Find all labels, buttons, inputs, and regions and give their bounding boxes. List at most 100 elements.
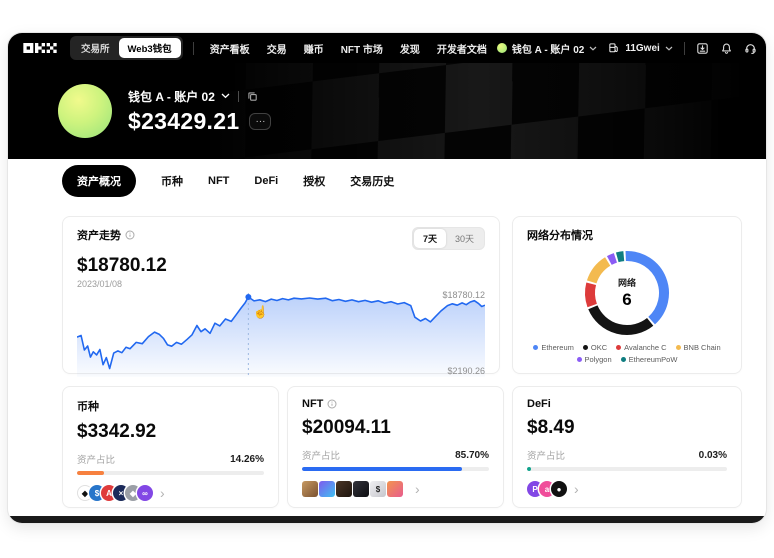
- coins-card-value: $3342.92: [77, 421, 157, 442]
- progress-bar: [302, 467, 489, 471]
- nft-thumbnail: [336, 481, 352, 497]
- wallet-avatar-large: [58, 84, 112, 138]
- y-min-label: $2190.26: [447, 366, 485, 376]
- donut-center-label: 网络: [617, 278, 636, 288]
- toggle-web3-wallet[interactable]: Web3钱包: [118, 38, 181, 58]
- copy-icon: [248, 91, 257, 101]
- legend-item-ethereum: Ethereum: [533, 343, 574, 352]
- progress-bar-fill: [77, 471, 104, 475]
- top-navbar: 交易所 Web3钱包 资产看板 交易 赚币 NFT 市场 发现 开发者文档 钱包…: [8, 33, 766, 63]
- tab-asset-overview[interactable]: 资产概况: [62, 165, 136, 197]
- wallet-avatar-small: [496, 43, 507, 53]
- cursor-hand-icon: ☝: [253, 304, 268, 319]
- trend-chart[interactable]: ☝ $18780.12 $2190.26: [77, 290, 485, 377]
- legend-dot: [616, 345, 622, 350]
- info-icon[interactable]: [327, 399, 337, 409]
- polygon-coin-icon: ∞: [137, 485, 153, 501]
- legend-item-avalanche-c: Avalanche C: [616, 343, 667, 352]
- trend-title: 资产走势: [77, 230, 121, 242]
- legend-item-okc: OKC: [582, 343, 607, 352]
- main-content: 资产走势 7天 30天 $18780.12 2023/01/08: [8, 203, 766, 508]
- progress-bar-fill: [302, 467, 463, 471]
- network-legend: Ethereum OKC Avalanche C BNB Chain Polygon Et…: [527, 343, 727, 364]
- info-icon[interactable]: [125, 230, 135, 240]
- nft-thumbnails: $: [302, 481, 404, 497]
- gas-pump-icon: [609, 43, 619, 53]
- trend-value: $18780.12: [77, 255, 167, 276]
- defi-icon-black: ●: [551, 481, 567, 497]
- y-max-label: $18780.12: [442, 290, 485, 300]
- nav-link-nft-market[interactable]: NFT 市场: [340, 44, 383, 56]
- tab-nft[interactable]: NFT: [208, 175, 230, 187]
- range-30d-button[interactable]: 30天: [446, 229, 483, 248]
- wallet-selector[interactable]: 钱包 A - 账户 02: [496, 41, 597, 56]
- progress-bar-fill: [527, 467, 531, 471]
- bell-icon: [721, 43, 731, 54]
- nav-link-developer-docs[interactable]: 开发者文档: [436, 44, 487, 56]
- legend-item-bnb-chain: BNB Chain: [675, 343, 721, 352]
- expand-chevron[interactable]: [415, 482, 420, 496]
- app-window: 交易所 Web3钱包 资产看板 交易 赚币 NFT 市场 发现 开发者文档 钱包…: [8, 33, 766, 523]
- nft-thumbnail: [353, 481, 369, 497]
- navbar-right: 钱包 A - 账户 02 11Gwei: [496, 41, 766, 56]
- coins-summary-card: 币种 $3342.92 资产占比 14.26% ◆ $ A × ◆ ∞: [62, 386, 279, 508]
- coins-card-title: 币种: [77, 401, 99, 413]
- nav-link-discover[interactable]: 发现: [399, 44, 420, 56]
- notifications-button[interactable]: [720, 42, 733, 55]
- tab-authorizations[interactable]: 授权: [303, 173, 325, 189]
- tab-history[interactable]: 交易历史: [350, 173, 394, 189]
- ratio-percent: 0.03%: [698, 449, 727, 461]
- trend-chart-svg: ☝: [77, 293, 485, 377]
- nft-card-title: NFT: [302, 398, 324, 410]
- nft-thumbnail: [302, 481, 318, 497]
- nft-card-value: $20094.11: [302, 417, 391, 438]
- okx-logo[interactable]: [22, 43, 58, 53]
- copy-address-button[interactable]: [247, 91, 258, 102]
- support-button[interactable]: [744, 42, 757, 55]
- expand-chevron[interactable]: [160, 486, 165, 500]
- ratio-label: 资产占比: [527, 451, 566, 462]
- range-7d-button[interactable]: 7天: [413, 229, 446, 248]
- nav-links: 资产看板 交易 赚币 NFT 市场 发现 开发者文档: [210, 41, 487, 56]
- ratio-label: 资产占比: [77, 455, 116, 466]
- defi-card-value: $8.49: [527, 417, 575, 438]
- tab-bar: 资产概况 币种 NFT DeFi 授权 交易历史: [8, 159, 766, 203]
- more-button[interactable]: ···: [249, 112, 272, 130]
- network-distribution-card: 网络分布情况 网络 6 Ethereum OKC Avalanche C BNB Ch…: [512, 216, 742, 374]
- tab-defi[interactable]: DeFi: [254, 175, 279, 187]
- download-app-button[interactable]: [696, 42, 709, 55]
- chevron-down-icon: [589, 46, 597, 51]
- okx-logo-icon: [23, 43, 57, 53]
- range-toggle: 7天 30天: [411, 227, 485, 250]
- donut-center-value: 6: [622, 290, 632, 309]
- asset-trend-card: 资产走势 7天 30天 $18780.12 2023/01/08: [62, 216, 500, 377]
- nav-link-trade[interactable]: 交易: [266, 44, 287, 56]
- gas-price-label: 11Gwei: [625, 42, 660, 54]
- wallet-name: 钱包 A - 账户 02: [128, 89, 215, 104]
- toggle-exchange[interactable]: 交易所: [72, 38, 119, 58]
- tab-coins[interactable]: 币种: [161, 173, 183, 189]
- legend-item-polygon: Polygon: [576, 355, 612, 364]
- legend-dot: [675, 345, 681, 350]
- download-icon: [697, 42, 708, 54]
- divider: [237, 90, 239, 102]
- gas-indicator[interactable]: 11Gwei: [608, 42, 673, 54]
- network-donut-chart[interactable]: 网络 6: [583, 249, 671, 337]
- donut-center: 网络 6: [583, 249, 671, 337]
- legend-dot: [582, 345, 588, 350]
- coin-icons: ◆ $ A × ◆ ∞: [77, 485, 153, 501]
- legend-item-ethereumpow: EthereumPoW: [620, 355, 677, 364]
- nav-link-earn[interactable]: 赚币: [303, 44, 324, 56]
- wallet-name-dropdown[interactable]: 钱包 A - 账户 02: [128, 88, 230, 105]
- chevron-down-icon: [221, 93, 230, 99]
- trend-date: 2023/01/08: [77, 279, 123, 289]
- ratio-label: 资产占比: [302, 451, 341, 462]
- expand-chevron[interactable]: [574, 482, 579, 496]
- nft-thumbnail: [387, 481, 403, 497]
- nav-link-asset-dashboard[interactable]: 资产看板: [209, 44, 250, 56]
- legend-dot: [533, 345, 539, 350]
- chevron-down-icon: [665, 46, 673, 51]
- divider: [192, 41, 194, 55]
